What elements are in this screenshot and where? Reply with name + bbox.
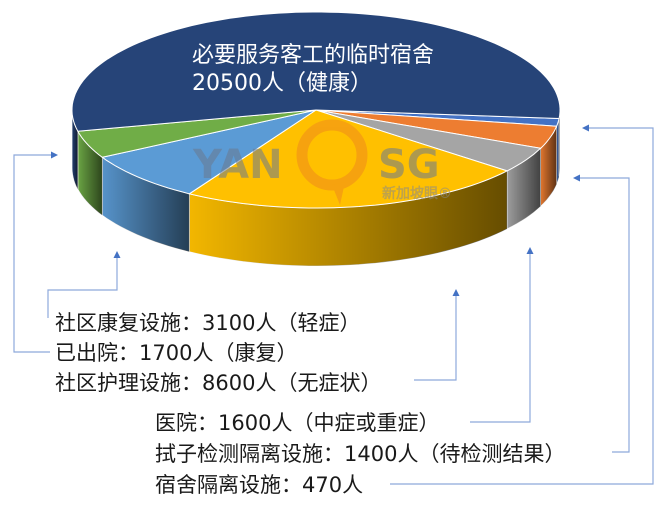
watermark-subtitle: 新加坡眼® bbox=[382, 185, 452, 202]
watermark: YAN SG 新加坡眼® bbox=[192, 119, 452, 205]
pie-side-6 bbox=[71, 109, 79, 190]
watermark-left: YAN bbox=[192, 142, 283, 188]
leader-recovery bbox=[47, 258, 118, 318]
label-navy-line2: 20500人（健康） bbox=[192, 71, 372, 96]
leader-discharged bbox=[13, 154, 52, 353]
pie-slice-2 bbox=[315, 109, 542, 172]
pie-side-2 bbox=[506, 147, 541, 230]
watermark-right: SG bbox=[378, 142, 440, 188]
pie-side-6 bbox=[558, 109, 561, 177]
pie-slice-3 bbox=[188, 109, 509, 209]
pie-sides bbox=[71, 109, 561, 267]
label-community-care: 社区护理设施：8600人（无症状） bbox=[55, 371, 381, 395]
label-dorm-isolation: 宿舍隔离设施：470人 bbox=[155, 473, 363, 497]
pie-slice-6 bbox=[71, 11, 561, 132]
pie-tops bbox=[71, 11, 561, 209]
leader-lines bbox=[13, 124, 654, 485]
label-discharged: 已出院：1700人（康复） bbox=[55, 341, 297, 365]
label-swab-isolation: 拭子检测隔离设施：1400人（待检测结果） bbox=[155, 442, 565, 466]
arrow-icon bbox=[582, 124, 589, 132]
label-hospital: 医院：1600人（中症或重症） bbox=[155, 411, 439, 435]
arrow-icon bbox=[526, 247, 534, 254]
arrow-icon bbox=[51, 151, 58, 159]
pie-side-1 bbox=[540, 126, 557, 208]
leader-dorm-isolation bbox=[390, 127, 654, 485]
pie-slice-1 bbox=[315, 109, 558, 149]
label-navy-line1: 必要服务客工的临时宿舍 bbox=[192, 43, 434, 68]
watermark-pin-tail bbox=[332, 182, 345, 205]
arrow-icon bbox=[113, 251, 121, 258]
arrow-icon bbox=[452, 289, 460, 296]
pie-slice-5 bbox=[76, 109, 317, 158]
leader-community-care bbox=[414, 296, 457, 381]
pie-slice-4 bbox=[101, 109, 317, 195]
label-community-recovery: 社区康复设施：3100人（轻症） bbox=[55, 311, 360, 335]
leader-hospital bbox=[470, 254, 531, 423]
leader-swab bbox=[580, 177, 630, 453]
arrow-icon bbox=[573, 174, 580, 182]
